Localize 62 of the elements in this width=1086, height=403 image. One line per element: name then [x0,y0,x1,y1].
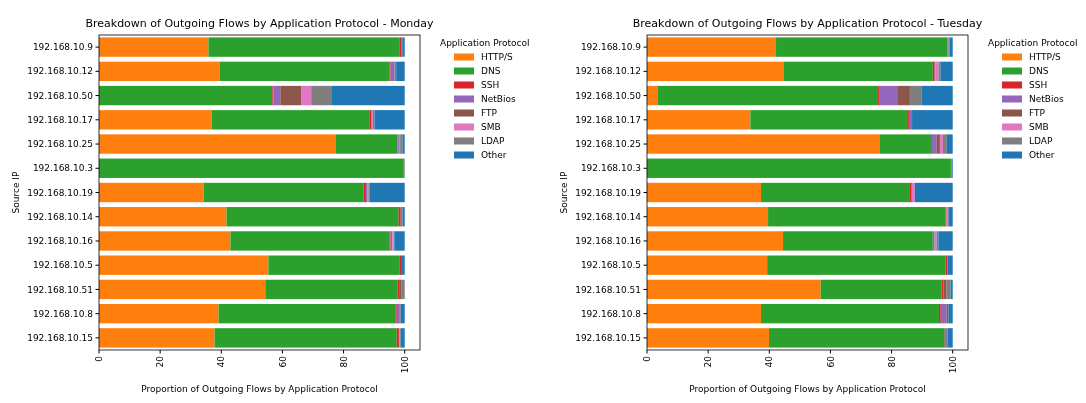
y-tick-label: 192.168.10.5 [580,260,641,271]
legend-label: SSH [481,80,500,91]
y-tick-label: 192.168.10.50 [27,90,94,101]
y-axis-title: Source IP [559,171,569,214]
legend-label: SMB [481,122,501,133]
y-tick-label: 192.168.10.12 [27,66,93,77]
y-tick-label: 192.168.10.15 [575,333,641,344]
x-tick-label: 20 [155,355,166,368]
chart-title: Breakdown of Outgoing Flows by Application Protocol - Tuesday [632,17,983,30]
x-axis-title: Proportion of Outgoing Flows by Application Protocol [689,384,926,394]
legend-title: Application Protocol [988,38,1078,49]
x-tick-label: 20 [703,355,714,368]
x-tick-label: 0 [94,355,105,362]
legend-label: Other [1029,150,1055,161]
y-tick-label: 192.168.10.17 [575,114,641,125]
legend-label: Other [481,150,507,161]
chart-title: Breakdown of Outgoing Flows by Application Protocol - Monday [85,17,435,30]
y-tick-label: 192.168.10.8 [580,308,642,319]
y-tick-label: 192.168.10.16 [575,236,642,247]
x-tick-label: 60 [277,355,288,368]
x-tick-label: 100 [399,355,410,374]
x-tick-label: 60 [825,355,836,368]
y-tick-label: 192.168.10.51 [27,284,93,295]
x-tick-label: 40 [216,355,227,368]
y-tick-label: 192.168.10.25 [575,139,641,150]
y-tick-label: 192.168.10.3 [580,163,641,174]
legend-label: FTP [481,108,498,119]
y-tick-label: 192.168.10.5 [32,260,93,271]
legend-label: LDAP [1029,136,1053,147]
y-tick-label: 192.168.10.17 [27,114,93,125]
y-tick-label: 192.168.10.9 [580,42,642,53]
legend-label: DNS [481,66,501,77]
y-tick-label: 192.168.10.14 [27,211,94,222]
x-tick-label: 80 [338,355,349,368]
x-tick-label: 100 [947,355,958,374]
y-tick-label: 192.168.10.12 [575,66,641,77]
y-tick-label: 192.168.10.25 [27,139,93,150]
y-axis-title: Source IP [11,171,21,214]
x-tick-label: 0 [642,355,653,362]
y-tick-label: 192.168.10.14 [575,211,642,222]
y-tick-label: 192.168.10.15 [27,333,93,344]
legend-label: NetBios [1029,94,1064,105]
y-tick-label: 192.168.10.16 [27,236,94,247]
legend-label: HTTP/S [1029,52,1062,63]
legend-label: SSH [1029,80,1048,91]
y-tick-label: 192.168.10.19 [27,187,94,198]
y-tick-label: 192.168.10.8 [32,308,94,319]
y-tick-label: 192.168.10.3 [32,163,93,174]
legend-title: Application Protocol [440,38,530,49]
legend-label: DNS [1029,66,1049,77]
x-tick-label: 40 [764,355,775,368]
legend-label: HTTP/S [481,52,514,63]
legend-label: NetBios [481,94,516,105]
legend-label: SMB [1029,122,1049,133]
legend-label: FTP [1029,108,1046,119]
y-tick-label: 192.168.10.19 [575,187,642,198]
y-tick-label: 192.168.10.51 [575,284,641,295]
x-tick-label: 80 [886,355,897,368]
y-tick-label: 192.168.10.50 [575,90,642,101]
legend-label: LDAP [481,136,505,147]
y-tick-label: 192.168.10.9 [32,42,94,53]
x-axis-title: Proportion of Outgoing Flows by Application Protocol [141,384,378,394]
